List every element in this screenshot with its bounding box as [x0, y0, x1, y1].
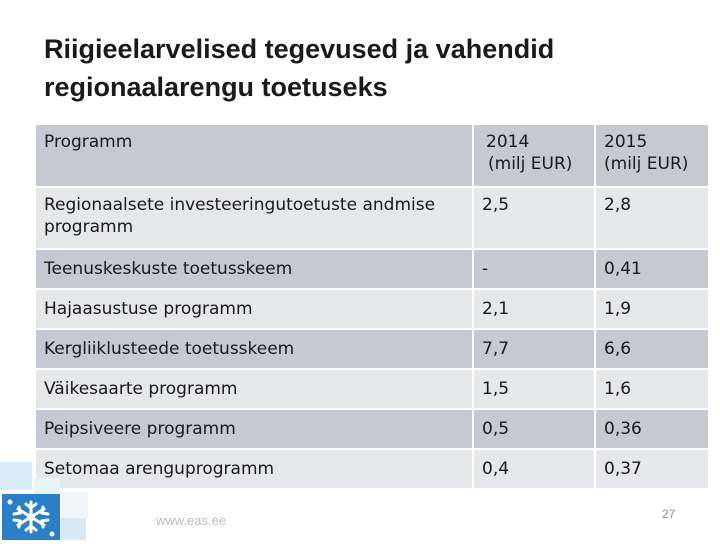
- table-row: Kergliiklusteede toetusskeem 7,7 6,6: [36, 330, 708, 368]
- table-row: Regionaalsete investeeringutoetuste andm…: [36, 188, 708, 248]
- program-name: Setomaa arenguprogramm: [36, 450, 472, 488]
- value-2014: 0,4: [474, 450, 594, 488]
- table-row: Peipsiveere programm 0,5 0,36: [36, 410, 708, 448]
- table-row: Teenuskeskuste toetusskeem - 0,41: [36, 250, 708, 288]
- value-2015: 0,37: [596, 450, 708, 488]
- program-name: Hajaasustuse programm: [36, 290, 472, 328]
- program-name: Peipsiveere programm: [36, 410, 472, 448]
- value-2014: 7,7: [474, 330, 594, 368]
- value-2015: 0,36: [596, 410, 708, 448]
- table-row: Väikesaarte programm 1,5 1,6: [36, 370, 708, 408]
- footer-url[interactable]: www.eas.ee: [156, 513, 227, 528]
- table-row: Setomaa arenguprogramm 0,4 0,37: [36, 450, 708, 488]
- eas-logo: [2, 494, 60, 540]
- table-header-row: Programm 2014 (milj EUR) 2015 (milj EUR): [36, 125, 708, 186]
- header-program: Programm: [36, 125, 472, 186]
- value-2014: 0,5: [474, 410, 594, 448]
- value-2015: 6,6: [596, 330, 708, 368]
- value-2015: 0,41: [596, 250, 708, 288]
- header-2015-unit: (milj EUR): [604, 154, 689, 174]
- value-2014: 2,1: [474, 290, 594, 328]
- value-2015: 2,8: [596, 188, 708, 248]
- value-2015: 1,9: [596, 290, 708, 328]
- header-2015: 2015 (milj EUR): [596, 125, 708, 186]
- page-number: 27: [662, 507, 676, 521]
- program-name: Teenuskeskuste toetusskeem: [36, 250, 472, 288]
- value-2014: 2,5: [474, 188, 594, 248]
- table-row: Hajaasustuse programm 2,1 1,9: [36, 290, 708, 328]
- program-table: Programm 2014 (milj EUR) 2015 (milj EUR)…: [36, 125, 708, 488]
- value-2015: 1,6: [596, 370, 708, 408]
- program-name: Regionaalsete investeeringutoetuste andm…: [36, 188, 472, 248]
- value-2014: -: [474, 250, 594, 288]
- header-2014: 2014 (milj EUR): [474, 125, 594, 186]
- header-2014-unit: (milj EUR): [488, 154, 573, 174]
- slide-title: Riigieelarvelised tegevused ja vahendid …: [44, 34, 555, 102]
- program-name: Väikesaarte programm: [36, 370, 472, 408]
- header-2014-year: 2014: [486, 132, 530, 152]
- decorative-squares-icon: [0, 462, 88, 540]
- header-2015-year: 2015: [604, 132, 648, 152]
- program-name: Kergliiklusteede toetusskeem: [36, 330, 472, 368]
- snowflake-icon: [7, 499, 55, 537]
- value-2014: 1,5: [474, 370, 594, 408]
